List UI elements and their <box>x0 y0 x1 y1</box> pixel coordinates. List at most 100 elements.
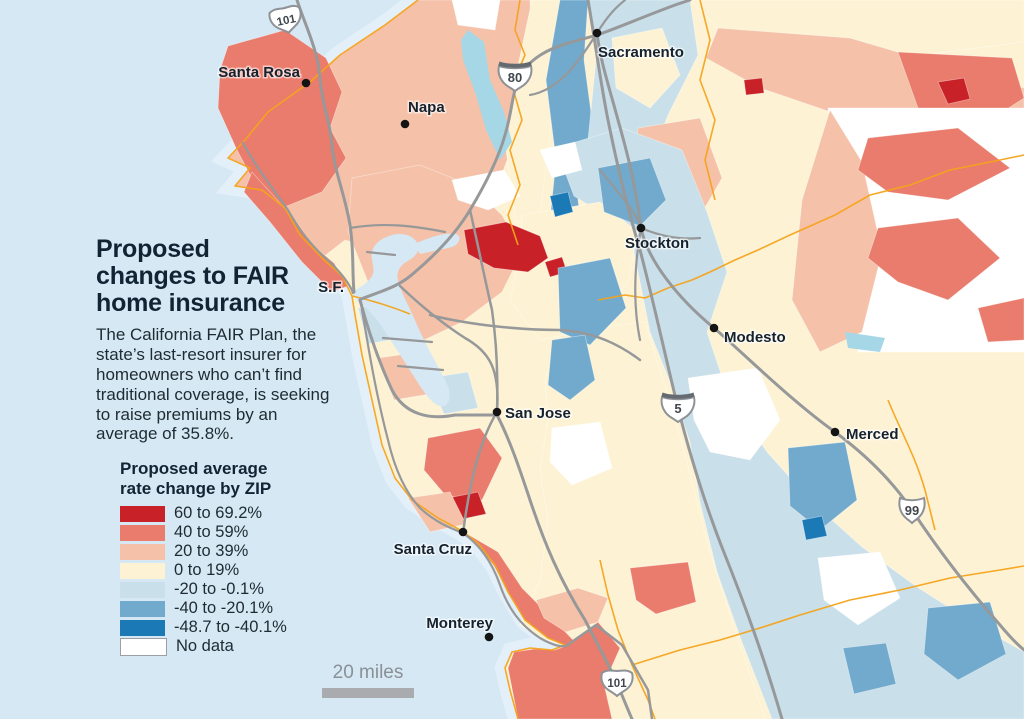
zip-region <box>217 29 347 209</box>
legend-title-line: Proposed average <box>120 459 268 478</box>
legend-label: 60 to 69.2% <box>174 504 263 523</box>
city-dot <box>592 28 602 38</box>
scale-bar: 20 miles <box>322 662 414 698</box>
highway-shields: 101 80 5 99 101 <box>268 4 926 698</box>
legend-item: No data <box>120 637 287 656</box>
city-labels: Santa Rosa Napa Sacramento Stockton Modesto S… <box>217 28 900 642</box>
city-dot <box>830 427 840 437</box>
title-line: changes to FAIR <box>96 262 289 290</box>
city-dot <box>492 407 502 417</box>
road-ca99 <box>595 31 1024 652</box>
legend-swatch <box>120 637 167 656</box>
zip-region <box>451 169 521 211</box>
road-i680 <box>468 208 499 414</box>
legend-item: 60 to 69.2% <box>120 504 287 523</box>
zip-region <box>557 257 627 346</box>
shield-outline <box>660 395 696 424</box>
us-route-shield-icon: 101 <box>268 4 302 35</box>
shield-outline <box>898 496 926 525</box>
legend-swatch <box>120 600 165 617</box>
shield-outline <box>497 64 533 93</box>
city: San Jose <box>492 404 572 424</box>
road-monterey <box>564 623 654 719</box>
county-line <box>507 0 526 246</box>
legend-title-line: rate change by ZIP <box>120 478 272 498</box>
zip-region <box>629 561 697 615</box>
scale-bar-rule <box>322 688 414 698</box>
legend-item: -48.7 to -40.1% <box>120 618 287 637</box>
zip-region <box>535 587 609 633</box>
lake-icon <box>845 332 885 352</box>
road-i5 <box>586 0 784 719</box>
shield-crest <box>498 61 532 68</box>
road-ca17 <box>461 410 499 535</box>
zip-region <box>867 217 1001 301</box>
zip-region <box>817 551 901 626</box>
legend-rows: 60 to 69.2% 40 to 59% 20 to 39% 0 to 19% -20… <box>120 504 287 656</box>
city: Napa <box>400 98 447 129</box>
zip-region <box>549 191 574 218</box>
city-label: Modesto <box>724 329 786 346</box>
legend-label: 0 to 19% <box>174 561 240 580</box>
city-label: Santa Cruz <box>394 541 472 558</box>
zip-regions <box>217 0 1024 719</box>
county-line <box>699 0 716 201</box>
legend-swatch <box>120 524 165 541</box>
shield-crest <box>661 392 695 399</box>
zip-region <box>597 157 667 227</box>
state-route-shield-icon: 99 <box>898 496 926 525</box>
scale-label: 20 miles <box>332 662 404 683</box>
sf-bay <box>352 234 450 407</box>
city-dot <box>709 323 719 333</box>
city: Sacramento <box>592 28 685 63</box>
shield-number: 101 <box>607 678 627 690</box>
zip-region <box>539 141 583 179</box>
city: Modesto <box>709 323 787 348</box>
county-line <box>631 565 1024 666</box>
city: Santa Rosa <box>217 63 311 88</box>
annotation-block: Proposed changes to FAIR home insurance … <box>96 236 346 444</box>
zip-region <box>787 441 858 531</box>
shield-outline <box>600 669 634 698</box>
us-route-shield-icon: 101 <box>600 669 634 698</box>
city-dot <box>458 527 468 537</box>
city-label: San Jose <box>505 405 571 422</box>
description-text: The California FAIR Plan, the state’s la… <box>96 325 330 444</box>
shield-outline <box>268 4 302 35</box>
city: S.F. <box>317 278 346 298</box>
city-dot <box>400 119 410 129</box>
zip-region <box>801 515 828 541</box>
legend-label: -20 to -0.1% <box>174 580 264 599</box>
legend-label: 20 to 39% <box>174 542 249 561</box>
title-line: Proposed <box>96 235 210 263</box>
city-dot <box>301 78 311 88</box>
legend-item: -20 to -0.1% <box>120 580 287 599</box>
city-label: S.F. <box>318 279 344 296</box>
title-line: home insurance <box>96 289 285 317</box>
interstate-route-shield-icon: 80 <box>497 61 533 93</box>
city: Santa Cruz <box>392 527 474 560</box>
road-us101-north <box>295 0 356 294</box>
city-label: Monterey <box>426 615 493 632</box>
legend-swatch <box>120 543 165 560</box>
road-i580 <box>428 313 642 362</box>
city-label: Napa <box>408 99 445 116</box>
zip-region <box>547 334 596 401</box>
shield-number: 101 <box>276 13 298 29</box>
city-dot <box>636 223 646 233</box>
legend: Proposed average rate change by ZIP 60 t… <box>120 459 287 656</box>
zip-region <box>842 642 897 695</box>
city-label: Santa Rosa <box>218 64 300 81</box>
legend-label: 40 to 59% <box>174 523 249 542</box>
zip-region <box>611 27 681 109</box>
zip-region <box>977 297 1024 343</box>
zip-region <box>407 491 467 533</box>
zip-region <box>743 77 765 96</box>
legend-item: 20 to 39% <box>120 542 287 561</box>
zip-region <box>857 127 1011 201</box>
legend-swatch <box>120 619 165 636</box>
city-label: Merced <box>846 426 899 443</box>
legend-swatch <box>120 562 165 579</box>
county-line <box>887 399 936 531</box>
